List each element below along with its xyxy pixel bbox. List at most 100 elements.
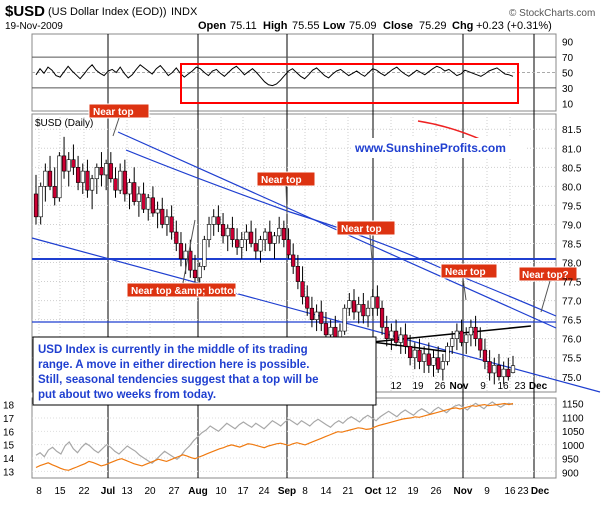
candle-body xyxy=(43,170,48,187)
candle-body xyxy=(389,330,394,339)
x-tick-label: Aug xyxy=(188,486,207,497)
candle-body xyxy=(482,349,488,362)
candle-body xyxy=(375,296,380,309)
candle-body xyxy=(71,159,76,168)
x-tick-label: 26 xyxy=(430,486,442,497)
x-tick-label: 13 xyxy=(121,486,133,497)
candle-body xyxy=(417,349,422,362)
candle-body xyxy=(464,334,469,343)
candle-body xyxy=(365,307,371,317)
candle-body xyxy=(122,170,127,195)
candle-body xyxy=(422,353,427,362)
candle-body xyxy=(436,357,441,370)
price-tick-label: 80.5 xyxy=(562,163,582,174)
candle-body xyxy=(164,216,170,225)
candle-body xyxy=(501,368,506,378)
x-tick-label: 8 xyxy=(36,486,42,497)
callout-pointer xyxy=(182,219,196,284)
commentary-line-3: Still, seasonal tendencies suggest that … xyxy=(38,374,319,386)
candle-body xyxy=(328,326,333,336)
candle-body xyxy=(496,365,502,378)
candle-body xyxy=(492,365,497,374)
price-tick-label: 78.0 xyxy=(562,259,582,270)
x-tick-label: 17 xyxy=(237,486,249,497)
rsi-tick-label: 50 xyxy=(562,69,574,80)
candle-body xyxy=(234,239,240,248)
candle-body xyxy=(300,281,305,298)
candle-body xyxy=(351,300,357,313)
candle-body xyxy=(277,227,282,237)
candle-body xyxy=(361,304,366,317)
symbol-description: (US Dollar Index (EOD)) xyxy=(48,6,167,18)
candle-body xyxy=(295,266,300,282)
price-tick-label: 75.0 xyxy=(562,373,582,384)
candle-body xyxy=(314,311,319,320)
candle-body xyxy=(206,224,212,240)
candle-body xyxy=(342,307,347,332)
candle-body xyxy=(104,163,109,176)
candle-body xyxy=(57,155,62,199)
candle-body xyxy=(113,178,118,191)
candle-body xyxy=(281,227,286,240)
copyright-text: © StockCharts.com xyxy=(509,8,595,19)
bottom-right-tick-label: 1150 xyxy=(562,400,584,411)
candle-body xyxy=(80,170,85,183)
x-tick-label: Dec xyxy=(531,486,550,497)
candle-body xyxy=(118,170,123,191)
commentary-frame xyxy=(32,336,377,406)
candle-body xyxy=(506,368,511,378)
price-tick-label: 80.0 xyxy=(562,182,582,193)
commentary-line-1: USD Index is currently in the middle of … xyxy=(38,344,308,356)
callout-label: Near top xyxy=(93,107,134,118)
candle-body xyxy=(174,231,179,244)
wedge-line-upper xyxy=(371,325,532,343)
candle-body xyxy=(178,243,184,260)
callout-pointer xyxy=(112,117,120,137)
price-tick-label: 77.0 xyxy=(562,297,582,308)
callout-box xyxy=(126,282,237,298)
inset-x-tick-label: 9 xyxy=(480,381,486,392)
bottom-left-tick-label: 13 xyxy=(3,467,15,478)
candle-body xyxy=(197,266,202,279)
rsi-tick-label: 30 xyxy=(562,84,574,95)
candle-body xyxy=(403,334,408,347)
symbol-title: $USD xyxy=(5,3,45,20)
callout-near-top-bottom: Near top &amp; bottom xyxy=(126,219,242,298)
x-tick-label: 16 xyxy=(504,486,516,497)
callout-near-top-nov: Near top xyxy=(440,263,498,301)
chg-value: +0.23 (+0.31%) xyxy=(476,20,552,32)
price-tick-label: 81.0 xyxy=(562,144,582,155)
axis-labels: 81.5 81.0 80.5 80.0 79.5 79.0 78.5 78.0 77.5 77.0… xyxy=(3,38,585,497)
candle-body xyxy=(94,167,99,180)
candle-body xyxy=(305,296,310,309)
bottom-left-tick-label: 14 xyxy=(3,454,15,465)
candle-body xyxy=(291,254,296,267)
price-tick-label: 75.5 xyxy=(562,354,582,365)
candle-body xyxy=(239,239,244,248)
candle-body xyxy=(408,346,413,359)
low-value: 75.09 xyxy=(349,20,377,32)
callout-label: Near top &amp; bottom xyxy=(131,286,242,297)
candle-body xyxy=(286,239,291,256)
inset-x-tick-label: 23 xyxy=(514,381,526,392)
inset-x-tick-label: 12 xyxy=(390,381,402,392)
commentary-box: USD Index is currently in the middle of … xyxy=(32,336,377,406)
candle-body xyxy=(150,197,156,214)
watermark-text: www.SunshineProfits.com xyxy=(354,141,506,155)
rsi-layer xyxy=(32,56,556,89)
watermark-bg xyxy=(351,138,527,158)
candle-body xyxy=(272,235,277,244)
candle-body xyxy=(225,227,230,237)
low-label: Low xyxy=(323,20,345,32)
candle-body xyxy=(108,163,113,180)
candle-body xyxy=(370,296,375,309)
open-value: 75.11 xyxy=(230,20,257,32)
x-tick-label: Nov xyxy=(454,486,473,497)
price-tick-label: 79.5 xyxy=(562,201,582,212)
bottom-left-tick-label: 18 xyxy=(3,401,15,412)
callout-pointer xyxy=(285,185,288,215)
candle-body xyxy=(356,304,361,313)
callout-label: Near top? xyxy=(522,270,569,281)
price-panel-label: $USD (Daily) xyxy=(35,118,93,129)
bottom-left-tick-label: 16 xyxy=(3,427,15,438)
